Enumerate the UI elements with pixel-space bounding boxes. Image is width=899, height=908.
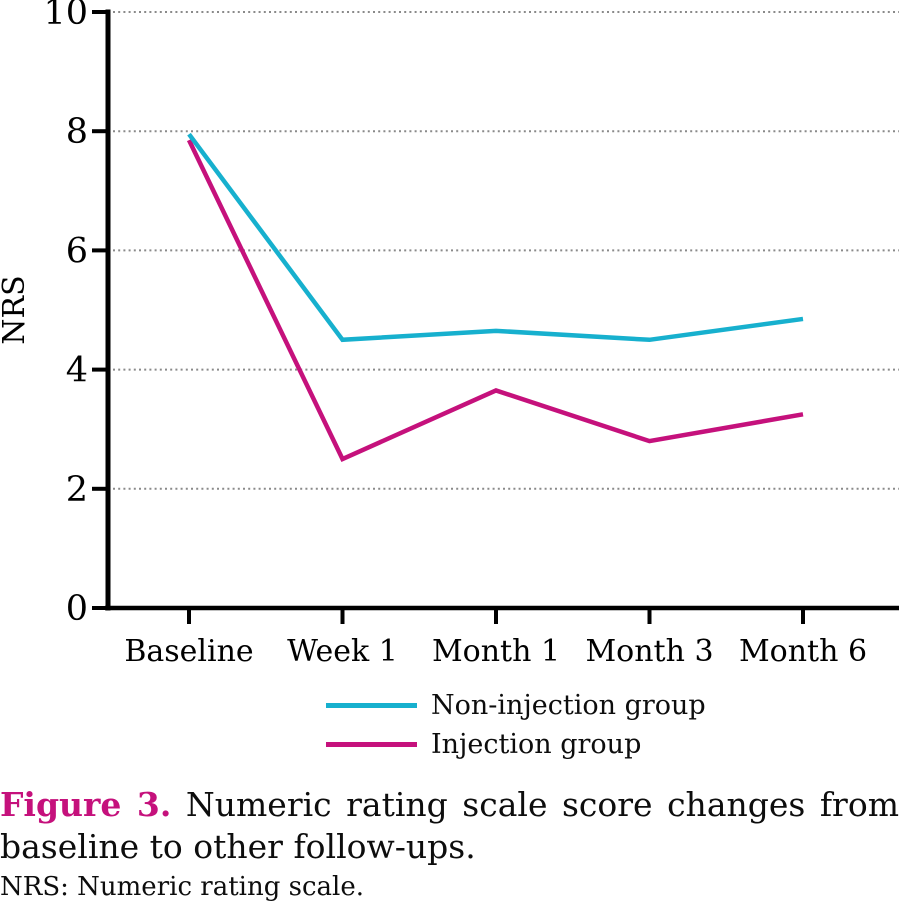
caption-line-1: Figure 3. Numeric rating scale score cha… <box>0 784 899 826</box>
series-line-injection-group <box>186 139 804 462</box>
legend-label-injection: Injection group <box>431 729 642 760</box>
y-tick-label-6: 6 <box>66 231 88 271</box>
injection-line-swatch <box>326 742 417 747</box>
y-tick-label-0: 0 <box>66 589 88 629</box>
nrs-line-chart: NRS 0 2 4 6 8 10 Baseline Week 1 Month 1 Month 3 M… <box>0 0 899 669</box>
series-line-non-injection-group <box>187 132 804 343</box>
y-tick-label-4: 4 <box>66 351 88 391</box>
legend-label-non-injection: Non-injection group <box>431 690 706 721</box>
y-axis-title: NRS <box>0 275 32 344</box>
y-tick-label-8: 8 <box>66 112 88 152</box>
x-tick-label-4: Month 6 <box>739 634 867 669</box>
figure-footnote: NRS: Numeric rating scale. <box>0 872 364 902</box>
non-injection-line-swatch <box>326 703 417 708</box>
x-tick-label-2: Month 1 <box>432 634 560 669</box>
caption-line-2: baseline to other follow-ups. <box>0 827 476 866</box>
legend-item-non-injection: Non-injection group <box>326 689 706 722</box>
figure-caption: Figure 3. Numeric rating scale score cha… <box>0 784 899 902</box>
caption-text: Numeric rating scale score changes from <box>185 785 899 824</box>
y-tick-label-2: 2 <box>66 470 88 510</box>
x-tick-label-1: Week 1 <box>287 634 398 669</box>
legend-item-injection: Injection group <box>326 728 706 761</box>
y-tick-label-10: 10 <box>43 0 88 33</box>
chart-legend: Non-injection group Injection group <box>326 689 706 761</box>
x-tick-label-0: Baseline <box>124 634 253 669</box>
caption-figure-label: Figure 3. <box>0 785 172 824</box>
x-tick-label-3: Month 3 <box>585 634 713 669</box>
